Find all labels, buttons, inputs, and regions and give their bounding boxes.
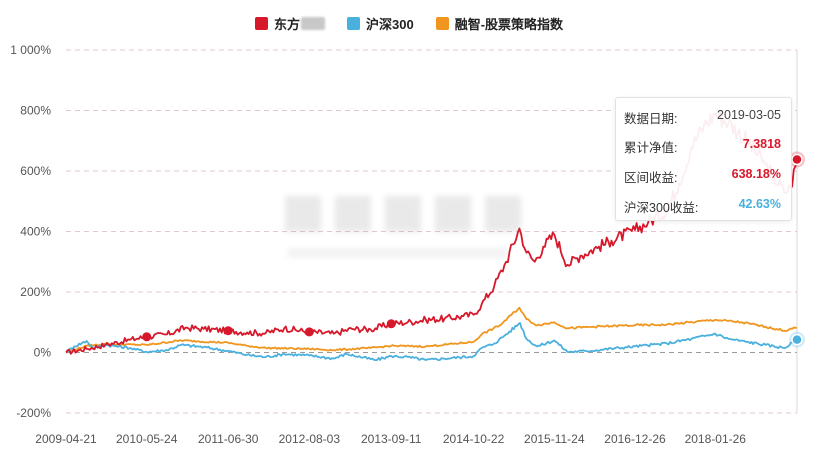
x-tick-label: 2018-01-26 [685, 432, 747, 446]
tooltip-date-row: 数据日期: 2019-03-05 [624, 108, 781, 127]
tooltip-return-row: 区间收益: 638.18% [624, 167, 781, 186]
tooltip-nav-row: 累计净值: 7.3818 [624, 137, 781, 156]
y-tick-label: 200% [20, 285, 51, 299]
end-marker [791, 153, 803, 166]
tooltip-hs300-value: 42.63% [738, 197, 781, 211]
y-tick-label: 800% [20, 104, 51, 118]
redacted-mask [300, 17, 325, 30]
data-marker [386, 319, 396, 329]
legend-item-hs300[interactable]: 沪深300 [346, 14, 414, 33]
x-tick-label: 2010-05-24 [116, 432, 178, 446]
tooltip-nav-value: 7.3818 [742, 137, 781, 151]
series-line-hs300 [65, 322, 798, 361]
x-tick-label: 2011-06-30 [198, 432, 259, 446]
chart-legend: 东方 沪深300 融智-股票策略指数 [0, 14, 818, 33]
legend-swatch-fund [254, 17, 268, 30]
series-line-index [65, 306, 798, 354]
x-tick-label: 2015-11-24 [524, 432, 585, 446]
x-tick-label: 2016-12-26 [604, 432, 666, 446]
legend-label-hs300: 沪深300 [365, 17, 414, 32]
legend-label-index: 融智-股票策略指数 [454, 17, 564, 32]
x-tick-label: 2012-08-03 [279, 432, 341, 446]
blurred-watermark-subtext [288, 248, 508, 258]
x-tick-label: 2014-10-22 [443, 432, 505, 446]
tooltip-return-value: 638.18% [731, 167, 781, 181]
x-tick-label: 2009-04-21 [35, 432, 97, 446]
tooltip-date-label: 数据日期: [624, 112, 678, 126]
legend-item-fund[interactable]: 东方 [254, 14, 325, 33]
tooltip-nav-label: 累计净值: [624, 141, 678, 155]
y-tick-label: 400% [20, 225, 51, 239]
blurred-watermark [285, 196, 521, 232]
y-tick-label: -200% [16, 406, 51, 420]
tooltip-hs300-row: 沪深300收益: 42.63% [624, 197, 781, 216]
legend-swatch-index [435, 17, 449, 30]
chart-tooltip: 数据日期: 2019-03-05 累计净值: 7.3818 区间收益: 638.… [615, 97, 792, 221]
end-marker [791, 333, 803, 346]
tooltip-date-value: 2019-03-05 [717, 108, 781, 122]
data-marker [223, 326, 233, 336]
y-tick-label: 600% [20, 164, 51, 178]
legend-swatch-hs300 [346, 17, 360, 30]
data-marker [304, 327, 314, 337]
legend-item-index[interactable]: 融智-股票策略指数 [435, 14, 564, 33]
y-tick-label: 1 000% [10, 43, 51, 57]
x-tick-label: 2013-09-11 [361, 432, 422, 446]
y-tick-label: 0% [34, 346, 52, 360]
tooltip-return-label: 区间收益: [624, 171, 678, 185]
data-marker [142, 332, 152, 342]
tooltip-hs300-label: 沪深300收益: [624, 201, 699, 215]
legend-label-fund: 东方 [273, 17, 300, 32]
